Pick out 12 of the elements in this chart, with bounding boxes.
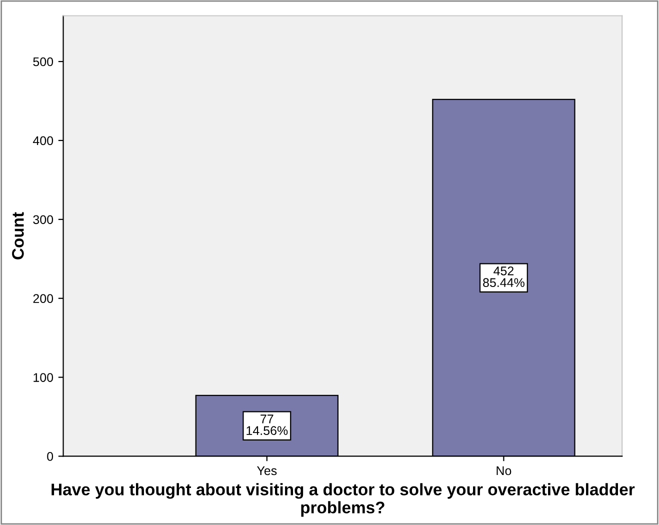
x-tick-label: No <box>496 466 512 476</box>
y-tick-label: 500 <box>33 57 54 66</box>
x-axis-title: Have you thought about visiting a doctor to solve your overactive bladder problems? <box>52 483 635 517</box>
y-tick-label: 300 <box>33 215 54 224</box>
y-tick-label: 0 <box>47 452 54 461</box>
x-tick-label: Yes <box>256 466 277 476</box>
y-tick-label: 200 <box>33 294 54 303</box>
data-label: 452 85.44% <box>483 266 524 288</box>
y-tick-label: 100 <box>34 373 54 382</box>
y-tick-label: 400 <box>32 136 54 146</box>
data-label: 77 14.56% <box>246 414 288 436</box>
y-axis-title: Count <box>12 212 24 260</box>
